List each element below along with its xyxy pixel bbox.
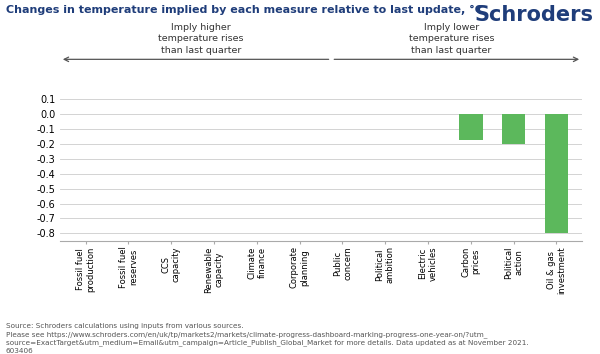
Bar — [502, 114, 526, 144]
Text: Imply lower
temperature rises
than last quarter: Imply lower temperature rises than last … — [409, 23, 494, 55]
Text: Imply higher
temperature rises
than last quarter: Imply higher temperature rises than last… — [158, 23, 244, 55]
Bar — [459, 114, 482, 139]
Bar — [545, 114, 568, 233]
Text: Changes in temperature implied by each measure relative to last update, °C: Changes in temperature implied by each m… — [6, 5, 483, 15]
Text: Source: Schroders calculations using inputs from various sources.
Please see htt: Source: Schroders calculations using inp… — [6, 323, 529, 354]
Text: Schroders: Schroders — [475, 5, 594, 25]
